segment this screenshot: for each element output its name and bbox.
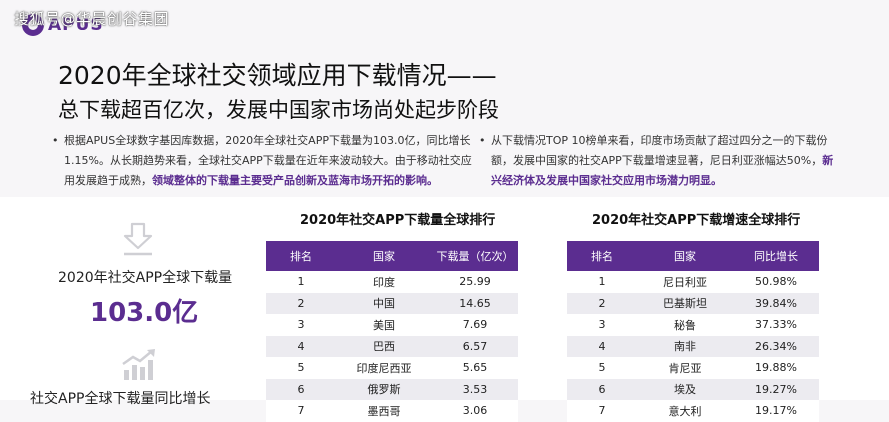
bullet-right-line3: 兴经济体及发展中国家社交应用市场潜力明显。	[491, 174, 722, 187]
table-row: 6 俄罗斯 3.53	[266, 378, 518, 400]
table-cell: 6.57	[432, 335, 518, 357]
bullet-right-line2: 额，发展中国家的社交APP下载量增速显著，尼日利亚涨幅达50%，新	[491, 151, 881, 171]
table-cell: 巴西	[336, 335, 432, 357]
table-cell: 6	[266, 378, 336, 400]
table-cell: 巴基斯坦	[637, 292, 733, 314]
column-header: 国家	[637, 241, 733, 271]
apus-logo: APUS	[22, 14, 104, 36]
table-cell: 4	[266, 335, 336, 357]
logo-mark-icon	[22, 14, 44, 36]
table-cell: 埃及	[637, 378, 733, 400]
bullet-left: • 根据APUS全球数字基因库数据，2020年全球社交APP下载量为103.0亿…	[52, 131, 484, 191]
table-cell: 19.17%	[733, 400, 819, 422]
bullet-left-line2: 1.15%。从长期趋势来看，全球社交APP下载量在近年来波动较大。由于移动社交应	[64, 154, 472, 167]
table-cell: 19.27%	[733, 378, 819, 400]
table-cell: 1	[567, 271, 637, 293]
table-header-row: 排名 国家 下载量（亿次）	[266, 241, 518, 271]
bullet-left-line3-text: 用发展趋于成熟，	[64, 174, 152, 187]
stat-downloads-value: 103.0亿	[90, 298, 199, 328]
table-cell: 肯尼亚	[637, 357, 733, 379]
watermark: 搜狐号@华晨创谷集团	[14, 10, 170, 28]
table-cell: 3	[266, 314, 336, 336]
table-cell: 19.88%	[733, 357, 819, 379]
table-row: 3 秘鲁 37.33%	[567, 314, 819, 336]
bullet-right: • 从下载情况TOP 10榜单来看，印度市场贡献了超过四分之一的下载份 额，发展…	[479, 131, 881, 191]
page-title: 2020年全球社交领域应用下载情况——	[58, 61, 497, 90]
table-cell: 7.69	[432, 314, 518, 336]
table-cell: 2	[266, 292, 336, 314]
table-cell: 印度	[336, 271, 432, 293]
table-cell: 37.33%	[733, 314, 819, 336]
table-row: 4 南非 26.34%	[567, 335, 819, 357]
table-cell: 26.34%	[733, 335, 819, 357]
table-cell: 5	[567, 357, 637, 379]
table-cell: 25.99	[432, 271, 518, 293]
table-row: 2 巴基斯坦 39.84%	[567, 292, 819, 314]
bullet-right-highlight-start: 新	[822, 154, 834, 167]
table-row: 5 印度尼西亚 5.65	[266, 357, 518, 379]
table-cell: 意大利	[637, 400, 733, 422]
table-cell: 南非	[637, 335, 733, 357]
bullet-dot: •	[479, 134, 486, 147]
stat-downloads-label: 2020年社交APP全球下载量	[58, 270, 233, 286]
table-cell: 5	[266, 357, 336, 379]
table-row: 1 尼日利亚 50.98%	[567, 271, 819, 293]
table-row: 7 墨西哥 3.06	[266, 400, 518, 422]
growth-ranking-table: 排名 国家 同比增长 1 尼日利亚 50.98% 2 巴基斯坦 39.84% 3 秘鲁 37.33%…	[567, 241, 819, 422]
table-cell: 39.84%	[733, 292, 819, 314]
table-cell: 3	[567, 314, 637, 336]
downloads-ranking-table: 排名 国家 下载量（亿次） 1 印度 25.99 2 中国 14.65 3 美国 7.69 4 巴西 6.…	[266, 241, 518, 422]
table-cell: 2	[567, 292, 637, 314]
bullet-right-line1: 从下载情况TOP 10榜单来看，印度市场贡献了超过四分之一的下载份	[491, 134, 828, 147]
logo-text: APUS	[48, 15, 104, 35]
downloads-table-title: 2020年社交APP下载量全球排行	[300, 213, 496, 228]
table-cell: 5.65	[432, 357, 518, 379]
page-subtitle: 总下载超百亿次，发展中国家市场尚处起步阶段	[58, 98, 499, 122]
table-row: 7 意大利 19.17%	[567, 400, 819, 422]
table-cell: 俄罗斯	[336, 378, 432, 400]
bullet-left-line3: 用发展趋于成熟，领域整体的下载量主要受产品创新及蓝海市场开拓的影响。	[64, 171, 484, 191]
table-cell: 6	[567, 378, 637, 400]
column-header: 排名	[567, 241, 637, 271]
table-cell: 墨西哥	[336, 400, 432, 422]
table-header-row: 排名 国家 同比增长	[567, 241, 819, 271]
table-cell: 7	[266, 400, 336, 422]
trend-up-icon	[122, 349, 155, 380]
column-header: 国家	[336, 241, 432, 271]
stat-growth-label: 社交APP全球下载量同比增长	[30, 391, 211, 407]
table-cell: 7	[567, 400, 637, 422]
bullet-left-highlight: 领域整体的下载量主要受产品创新及蓝海市场开拓的影响。	[152, 174, 438, 187]
growth-table-title: 2020年社交APP下载增速全球排行	[592, 213, 801, 228]
column-header: 同比增长	[733, 241, 819, 271]
table-cell: 印度尼西亚	[336, 357, 432, 379]
table-cell: 4	[567, 335, 637, 357]
column-header: 下载量（亿次）	[432, 241, 518, 271]
table-row: 1 印度 25.99	[266, 271, 518, 293]
table-cell: 14.65	[432, 292, 518, 314]
table-row: 4 巴西 6.57	[266, 335, 518, 357]
table-row: 2 中国 14.65	[266, 292, 518, 314]
table-cell: 3.53	[432, 378, 518, 400]
table-cell: 秘鲁	[637, 314, 733, 336]
bullet-left-line1: 根据APUS全球数字基因库数据，2020年全球社交APP下载量为103.0亿，同…	[64, 134, 471, 147]
column-header: 排名	[266, 241, 336, 271]
table-cell: 1	[266, 271, 336, 293]
table-cell: 尼日利亚	[637, 271, 733, 293]
table-row: 5 肯尼亚 19.88%	[567, 357, 819, 379]
table-cell: 3.06	[432, 400, 518, 422]
table-row: 3 美国 7.69	[266, 314, 518, 336]
table-row: 6 埃及 19.27%	[567, 378, 819, 400]
table-cell: 美国	[336, 314, 432, 336]
table-cell: 50.98%	[733, 271, 819, 293]
bullet-dot: •	[52, 134, 59, 147]
table-cell: 中国	[336, 292, 432, 314]
bullet-right-line2-text: 额，发展中国家的社交APP下载量增速显著，尼日利亚涨幅达50%，	[491, 154, 823, 167]
download-icon	[123, 222, 153, 256]
